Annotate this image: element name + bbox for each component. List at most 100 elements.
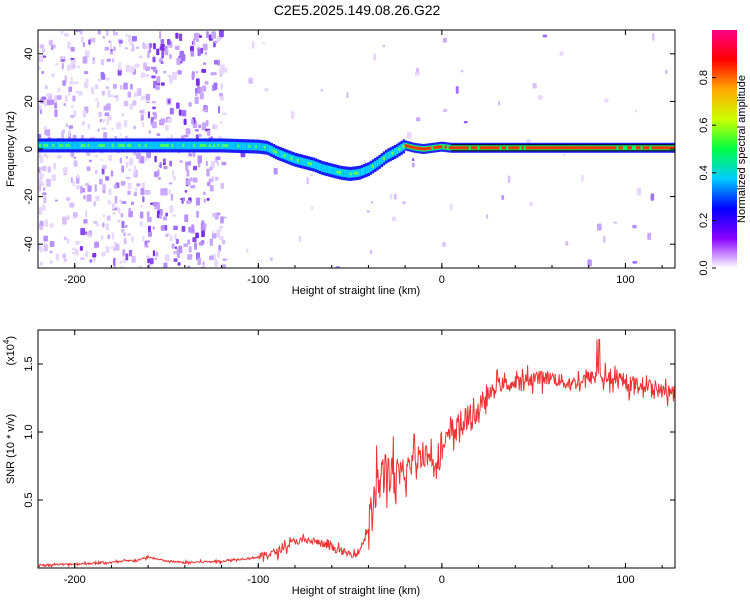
spectrogram-ridge-mid	[197, 141, 201, 150]
spectrogram-ridge-mid	[360, 167, 364, 176]
spectrogram-noise-cell	[38, 55, 43, 63]
spectrogram-ridge-mid	[329, 166, 333, 175]
spectrogram-noise-cell	[62, 216, 67, 225]
spectrogram-ridge-mid	[48, 141, 51, 150]
spectrogram-noise-cell	[99, 118, 102, 123]
spectrogram-noise-cell	[86, 194, 92, 202]
colorbar-tick-label: 0.8	[698, 70, 710, 85]
spectrogram-noise-cell	[119, 157, 123, 164]
spectrogram-ridge-core	[666, 146, 670, 150]
spectrogram-noise-cell	[191, 224, 195, 233]
spectrogram-ridge-core	[466, 146, 469, 150]
spectrogram-ridge-mid	[244, 142, 247, 151]
spectrogram-ridge-core	[415, 146, 419, 150]
spectrogram-noise-cell	[170, 134, 174, 139]
spectrogram-ridge-core	[171, 143, 174, 147]
spectrogram-noise-cell	[596, 223, 602, 231]
spectrogram-ridge-mid	[169, 141, 172, 150]
spectrogram-ridge-core	[208, 143, 212, 147]
spectrogram-noise-cell	[163, 158, 166, 164]
spectrogram-ridge-mid	[54, 141, 58, 150]
spectrogram-ridge-core	[464, 146, 467, 150]
spectrogram-noise-cell	[393, 193, 397, 200]
spectrogram-noise-cell	[84, 70, 89, 75]
spectrogram-ridge-core	[508, 146, 511, 150]
spectrogram-ridge-mid	[389, 150, 392, 159]
spectrogram-ridge-mid	[211, 141, 214, 150]
spectrogram-ridge-core	[453, 146, 456, 150]
spectrogram-noise-cell	[120, 228, 125, 233]
spectrogram-noise-cell	[120, 265, 124, 268]
spectrogram-noise-cell	[202, 261, 205, 266]
spectrogram-ridge-core	[642, 146, 646, 150]
spectrogram-ridge-core	[490, 146, 494, 150]
y-tick-label: -40	[23, 236, 35, 252]
spectrogram-ridge-core	[609, 146, 613, 150]
spectrogram-ridge-core	[613, 146, 617, 150]
spectrogram-noise-cell	[222, 258, 228, 261]
spectrogram-ridge-mid	[323, 164, 326, 173]
spectrogram-noise-cell	[102, 36, 106, 39]
spectrogram-noise-cell	[101, 167, 105, 175]
spectrogram-noise-cell	[532, 83, 537, 89]
spectrogram-noise-cell	[112, 83, 117, 89]
spectrogram-noise-cell	[391, 216, 397, 222]
spectrogram-ridge-mid	[76, 141, 80, 150]
spectrogram-ridge-core	[435, 145, 439, 149]
spectrogram-ridge-core	[428, 146, 432, 150]
spectrogram-x-label: Height of straight line (km)	[292, 285, 420, 297]
spectrogram-noise-cell	[194, 129, 199, 132]
spectrogram-noise-cell	[130, 201, 135, 206]
spectrogram-noise-cell	[43, 242, 47, 246]
spectrogram-ridge-core	[517, 146, 520, 150]
spectrogram-noise-cell	[219, 73, 223, 77]
spectrogram-noise-cell	[106, 30, 109, 37]
spectrogram-noise-cell	[186, 169, 190, 177]
spectrogram-noise-cell	[187, 265, 191, 268]
spectrogram-ridge-core	[226, 144, 229, 148]
spectrogram-noise-cell	[131, 236, 134, 243]
spectrogram-ridge-mid	[92, 141, 95, 150]
spectrogram-noise-cell	[187, 254, 192, 260]
spectrogram-ridge-core	[532, 146, 536, 150]
spectrogram-noise-cell	[138, 55, 143, 59]
spectrogram-ridge-core	[627, 146, 630, 150]
spectrogram-noise-cell	[123, 100, 129, 107]
spectrogram-noise-cell	[80, 36, 84, 44]
spectrogram-noise-cell	[172, 170, 175, 177]
spectrogram-noise-cell	[108, 154, 112, 161]
spectrogram-noise-cell	[168, 189, 171, 195]
spectrogram-ridge-mid	[109, 141, 113, 150]
spectrogram-ridge-core	[528, 146, 531, 150]
spectrogram-noise-cell	[415, 67, 419, 73]
spectrogram-noise-cell	[152, 121, 157, 129]
spectrogram-ridge-mid	[261, 143, 265, 152]
spectrogram-noise-cell	[102, 222, 105, 228]
spectrogram-noise-cell	[215, 156, 221, 160]
spectrogram-ridge-mid	[631, 145, 635, 151]
spectrogram-ridge-mid	[396, 146, 399, 155]
spectrogram-noise-cell	[104, 46, 110, 51]
spectrogram-ridge-mid	[50, 141, 53, 150]
spectrogram-noise-cell	[62, 80, 66, 86]
spectrogram-noise-cell	[132, 44, 135, 52]
spectrogram-noise-cell	[107, 234, 111, 240]
spectrogram-ridge-mid	[233, 141, 236, 150]
spectrogram-noise-cell	[185, 128, 191, 135]
spectrogram-noise-cell	[100, 71, 104, 78]
spectrogram-noise-cell	[174, 45, 180, 50]
spectrogram-noise-cell	[581, 174, 584, 182]
spectrogram-ridge-mid	[72, 141, 75, 150]
spectrogram-ridge-mid	[363, 167, 366, 175]
spectrogram-noise-cell	[164, 49, 169, 56]
spectrogram-noise-cell	[88, 39, 91, 45]
spectrogram-noise-cell	[94, 84, 99, 89]
spectrogram-noise-cell	[152, 226, 155, 230]
spectrogram-noise-cell	[211, 176, 214, 183]
spectrogram-noise-cell	[178, 109, 182, 116]
spectrogram-noise-cell	[190, 184, 196, 189]
spectrogram-ridge-mid	[369, 163, 373, 172]
spectrogram-noise-cell	[145, 66, 151, 72]
spectrogram-noise-cell	[81, 120, 86, 126]
spectrogram-noise-cell	[75, 185, 80, 190]
